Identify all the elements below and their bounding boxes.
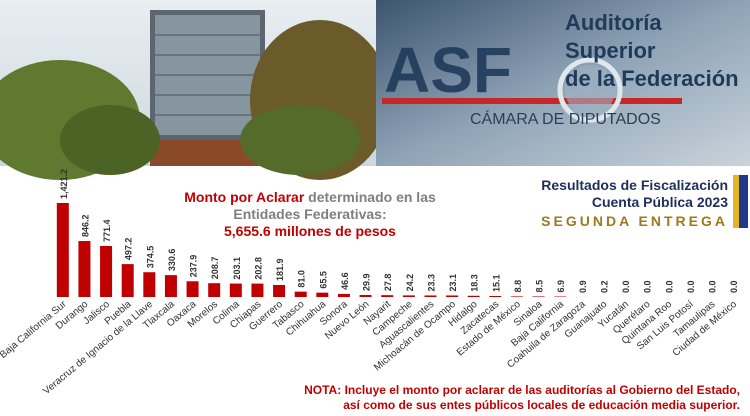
value-label: 0.0 bbox=[686, 280, 696, 293]
note-label: NOTA: bbox=[304, 383, 341, 397]
panel-tag: SEGUNDA ENTREGA bbox=[541, 213, 728, 229]
bar bbox=[381, 295, 394, 297]
bar bbox=[56, 203, 69, 297]
bar bbox=[78, 241, 91, 297]
bar bbox=[164, 275, 177, 297]
value-label: 771.4 bbox=[102, 219, 112, 242]
header-photo: ASF Auditoría Superior de la Federación … bbox=[0, 0, 750, 180]
title-part: Monto por Aclarar bbox=[184, 189, 305, 205]
chart-title: Monto por Aclarar determinado en las bbox=[184, 189, 436, 205]
panel-line: Resultados de Fiscalización bbox=[541, 177, 728, 193]
value-label: 24.2 bbox=[405, 274, 415, 292]
value-label: 81.0 bbox=[297, 270, 307, 288]
value-label: 0.0 bbox=[621, 280, 631, 293]
bar bbox=[510, 296, 523, 297]
bar bbox=[251, 283, 264, 297]
value-label: 18.3 bbox=[470, 274, 480, 292]
value-label: 23.1 bbox=[448, 274, 458, 292]
bar bbox=[208, 283, 221, 297]
value-label: 65.5 bbox=[318, 271, 328, 289]
panel-line: Cuenta Pública 2023 bbox=[592, 194, 728, 210]
value-label: 0.2 bbox=[599, 280, 609, 293]
bar bbox=[121, 264, 134, 297]
note-line: NOTA: Incluye el monto por aclarar de la… bbox=[304, 383, 740, 397]
bar bbox=[532, 296, 545, 297]
chamber: CÁMARA DE DIPUTADOS bbox=[470, 109, 661, 128]
value-label: 29.9 bbox=[362, 273, 372, 291]
note: NOTA: Incluye el monto por aclarar de la… bbox=[304, 383, 740, 412]
bar bbox=[424, 295, 437, 297]
chart-title: Entidades Federativas: bbox=[233, 206, 386, 222]
bar bbox=[143, 272, 156, 297]
panel: Resultados de Fiscalización Cuenta Públi… bbox=[541, 175, 748, 229]
note-text: Incluye el monto por aclarar de las audi… bbox=[345, 383, 740, 397]
value-label: 846.2 bbox=[80, 214, 90, 237]
bar bbox=[100, 245, 113, 297]
value-label: 330.6 bbox=[167, 249, 177, 272]
value-label: 181.9 bbox=[275, 258, 285, 281]
logo-name: Auditoría bbox=[565, 10, 662, 35]
value-label: 0.0 bbox=[708, 280, 718, 293]
logo-name: Superior bbox=[565, 38, 656, 63]
logo: ASF bbox=[384, 34, 512, 106]
value-label: 374.5 bbox=[145, 246, 155, 269]
bar bbox=[294, 291, 307, 297]
bar bbox=[186, 281, 199, 297]
value-label: 46.6 bbox=[340, 272, 350, 290]
logo-name: de la Federación bbox=[565, 66, 739, 91]
value-label: 27.8 bbox=[383, 274, 393, 292]
value-label: 8.8 bbox=[513, 280, 523, 293]
value-label: 497.2 bbox=[124, 238, 134, 261]
value-label: 202.8 bbox=[253, 257, 263, 280]
bar bbox=[446, 295, 459, 297]
value-label: 203.1 bbox=[232, 257, 242, 280]
bar bbox=[273, 284, 286, 297]
bar bbox=[316, 292, 329, 297]
bar bbox=[359, 295, 372, 297]
bar bbox=[229, 283, 242, 297]
value-label: 23.3 bbox=[426, 274, 436, 292]
value-label: 0.0 bbox=[729, 280, 739, 293]
value-label: 208.7 bbox=[210, 257, 220, 280]
value-label: 237.9 bbox=[189, 255, 199, 278]
value-label: 0.0 bbox=[643, 280, 653, 293]
note-line: así como de sus entes públicos locales d… bbox=[343, 398, 740, 412]
title-part: determinado en las bbox=[308, 189, 436, 205]
value-label: 0.9 bbox=[578, 280, 588, 293]
bar bbox=[489, 296, 502, 297]
value-label: 8.5 bbox=[535, 280, 545, 293]
bar bbox=[467, 295, 480, 297]
bar bbox=[337, 293, 350, 297]
value-label: 15.1 bbox=[491, 274, 501, 292]
chart-subtitle: 5,655.6 millones de pesos bbox=[224, 223, 396, 239]
value-label: 0.0 bbox=[664, 280, 674, 293]
value-label: 1,421.2 bbox=[59, 169, 69, 199]
bar bbox=[402, 295, 415, 297]
value-label: 6.9 bbox=[556, 280, 566, 293]
